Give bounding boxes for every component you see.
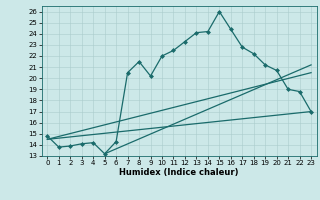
X-axis label: Humidex (Indice chaleur): Humidex (Indice chaleur): [119, 168, 239, 177]
